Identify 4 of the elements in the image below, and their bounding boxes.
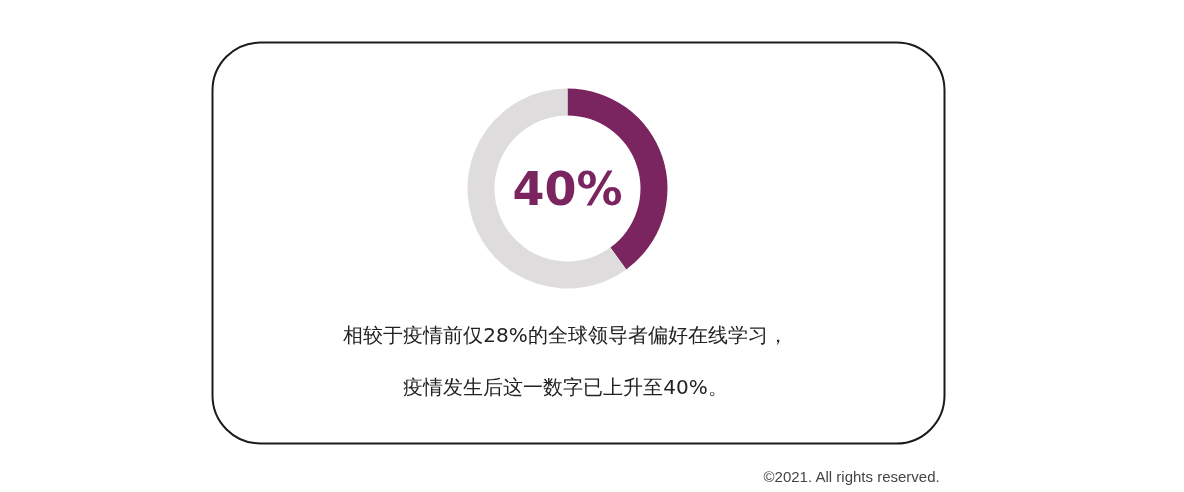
data-label: 40% — [512, 161, 623, 216]
text: ©2021. All rights reserved. — [763, 468, 940, 485]
text: 疫情发生后这一数字已上升至40%。 — [403, 374, 728, 399]
text: 相较于疫情前仅28%的全球领导者偏好在线学习， — [343, 322, 788, 347]
